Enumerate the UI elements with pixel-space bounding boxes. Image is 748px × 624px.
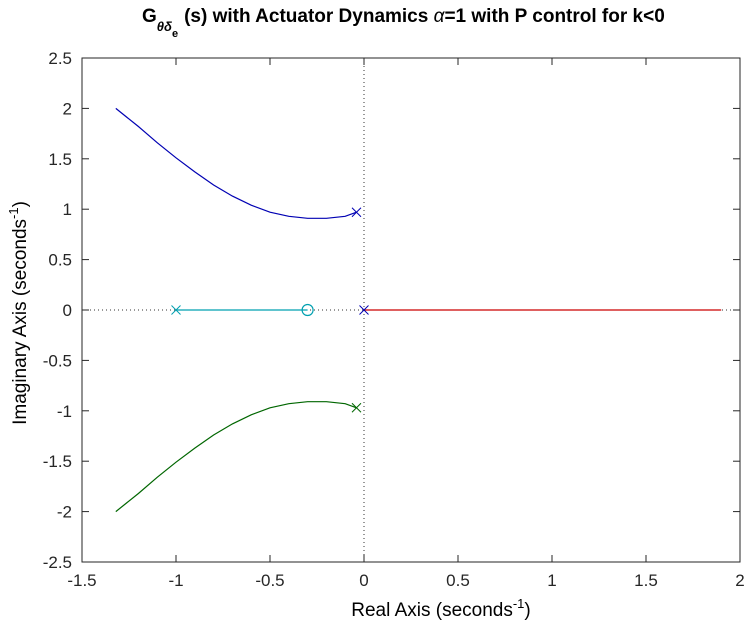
y-tick-label: -1.5	[43, 452, 72, 471]
locus-branch-2	[115, 401, 357, 513]
x-tick-label: -1	[168, 571, 183, 590]
title-g: G	[142, 6, 157, 27]
x-tick-label: -0.5	[255, 571, 284, 590]
y-tick-labels: -2.5 -2 -1.5 -1 -0.5 0 0.5 1 1.5 2 2.5	[43, 49, 72, 572]
x-tick-labels: -1.5 -1 -0.5 0 0.5 1 1.5 2	[67, 571, 744, 590]
title-alpha: α	[434, 6, 446, 27]
locus-branch-1	[115, 107, 357, 219]
pole-marker	[359, 305, 369, 315]
title-middle: (s) with Actuator Dynamics	[184, 6, 434, 27]
title-rest: =1 with P control for k<0	[444, 6, 664, 27]
y-tick-label: -2.5	[43, 553, 72, 572]
y-tick-label: -0.5	[43, 351, 72, 370]
x-tick-label: 1.5	[634, 571, 658, 590]
axis-ticks	[81, 57, 741, 563]
x-tick-label: 0	[359, 571, 368, 590]
y-tick-label: -2	[57, 503, 72, 522]
zero-marker	[301, 303, 314, 317]
x-tick-label: 2	[735, 571, 744, 590]
y-tick-label: 0	[63, 301, 72, 320]
locus-branches	[115, 107, 722, 513]
chart-title: Gθδe (s) with Actuator Dynamics α=1 with …	[142, 6, 665, 40]
y-tick-label: 1	[63, 200, 72, 219]
y-tick-label: 2	[63, 99, 72, 118]
pole-zero-markers	[171, 207, 369, 413]
title-subscript: θδ	[157, 19, 172, 34]
x-axis-title: Real Axis (seconds-1)	[351, 596, 530, 621]
title-subsubscript: e	[172, 28, 178, 40]
x-tick-label: 0.5	[446, 571, 470, 590]
pole-marker	[351, 207, 362, 218]
y-axis-title: Imaginary Axis (seconds-1)	[6, 201, 31, 425]
pole-marker	[351, 402, 362, 413]
y-tick-label: 0.5	[48, 251, 72, 270]
pole-marker	[171, 305, 181, 315]
x-tick-label: 1	[547, 571, 556, 590]
y-tick-label: -1	[57, 402, 72, 421]
y-tick-label: 2.5	[48, 49, 72, 68]
y-tick-label: 1.5	[48, 150, 72, 169]
x-tick-label: -1.5	[67, 571, 96, 590]
